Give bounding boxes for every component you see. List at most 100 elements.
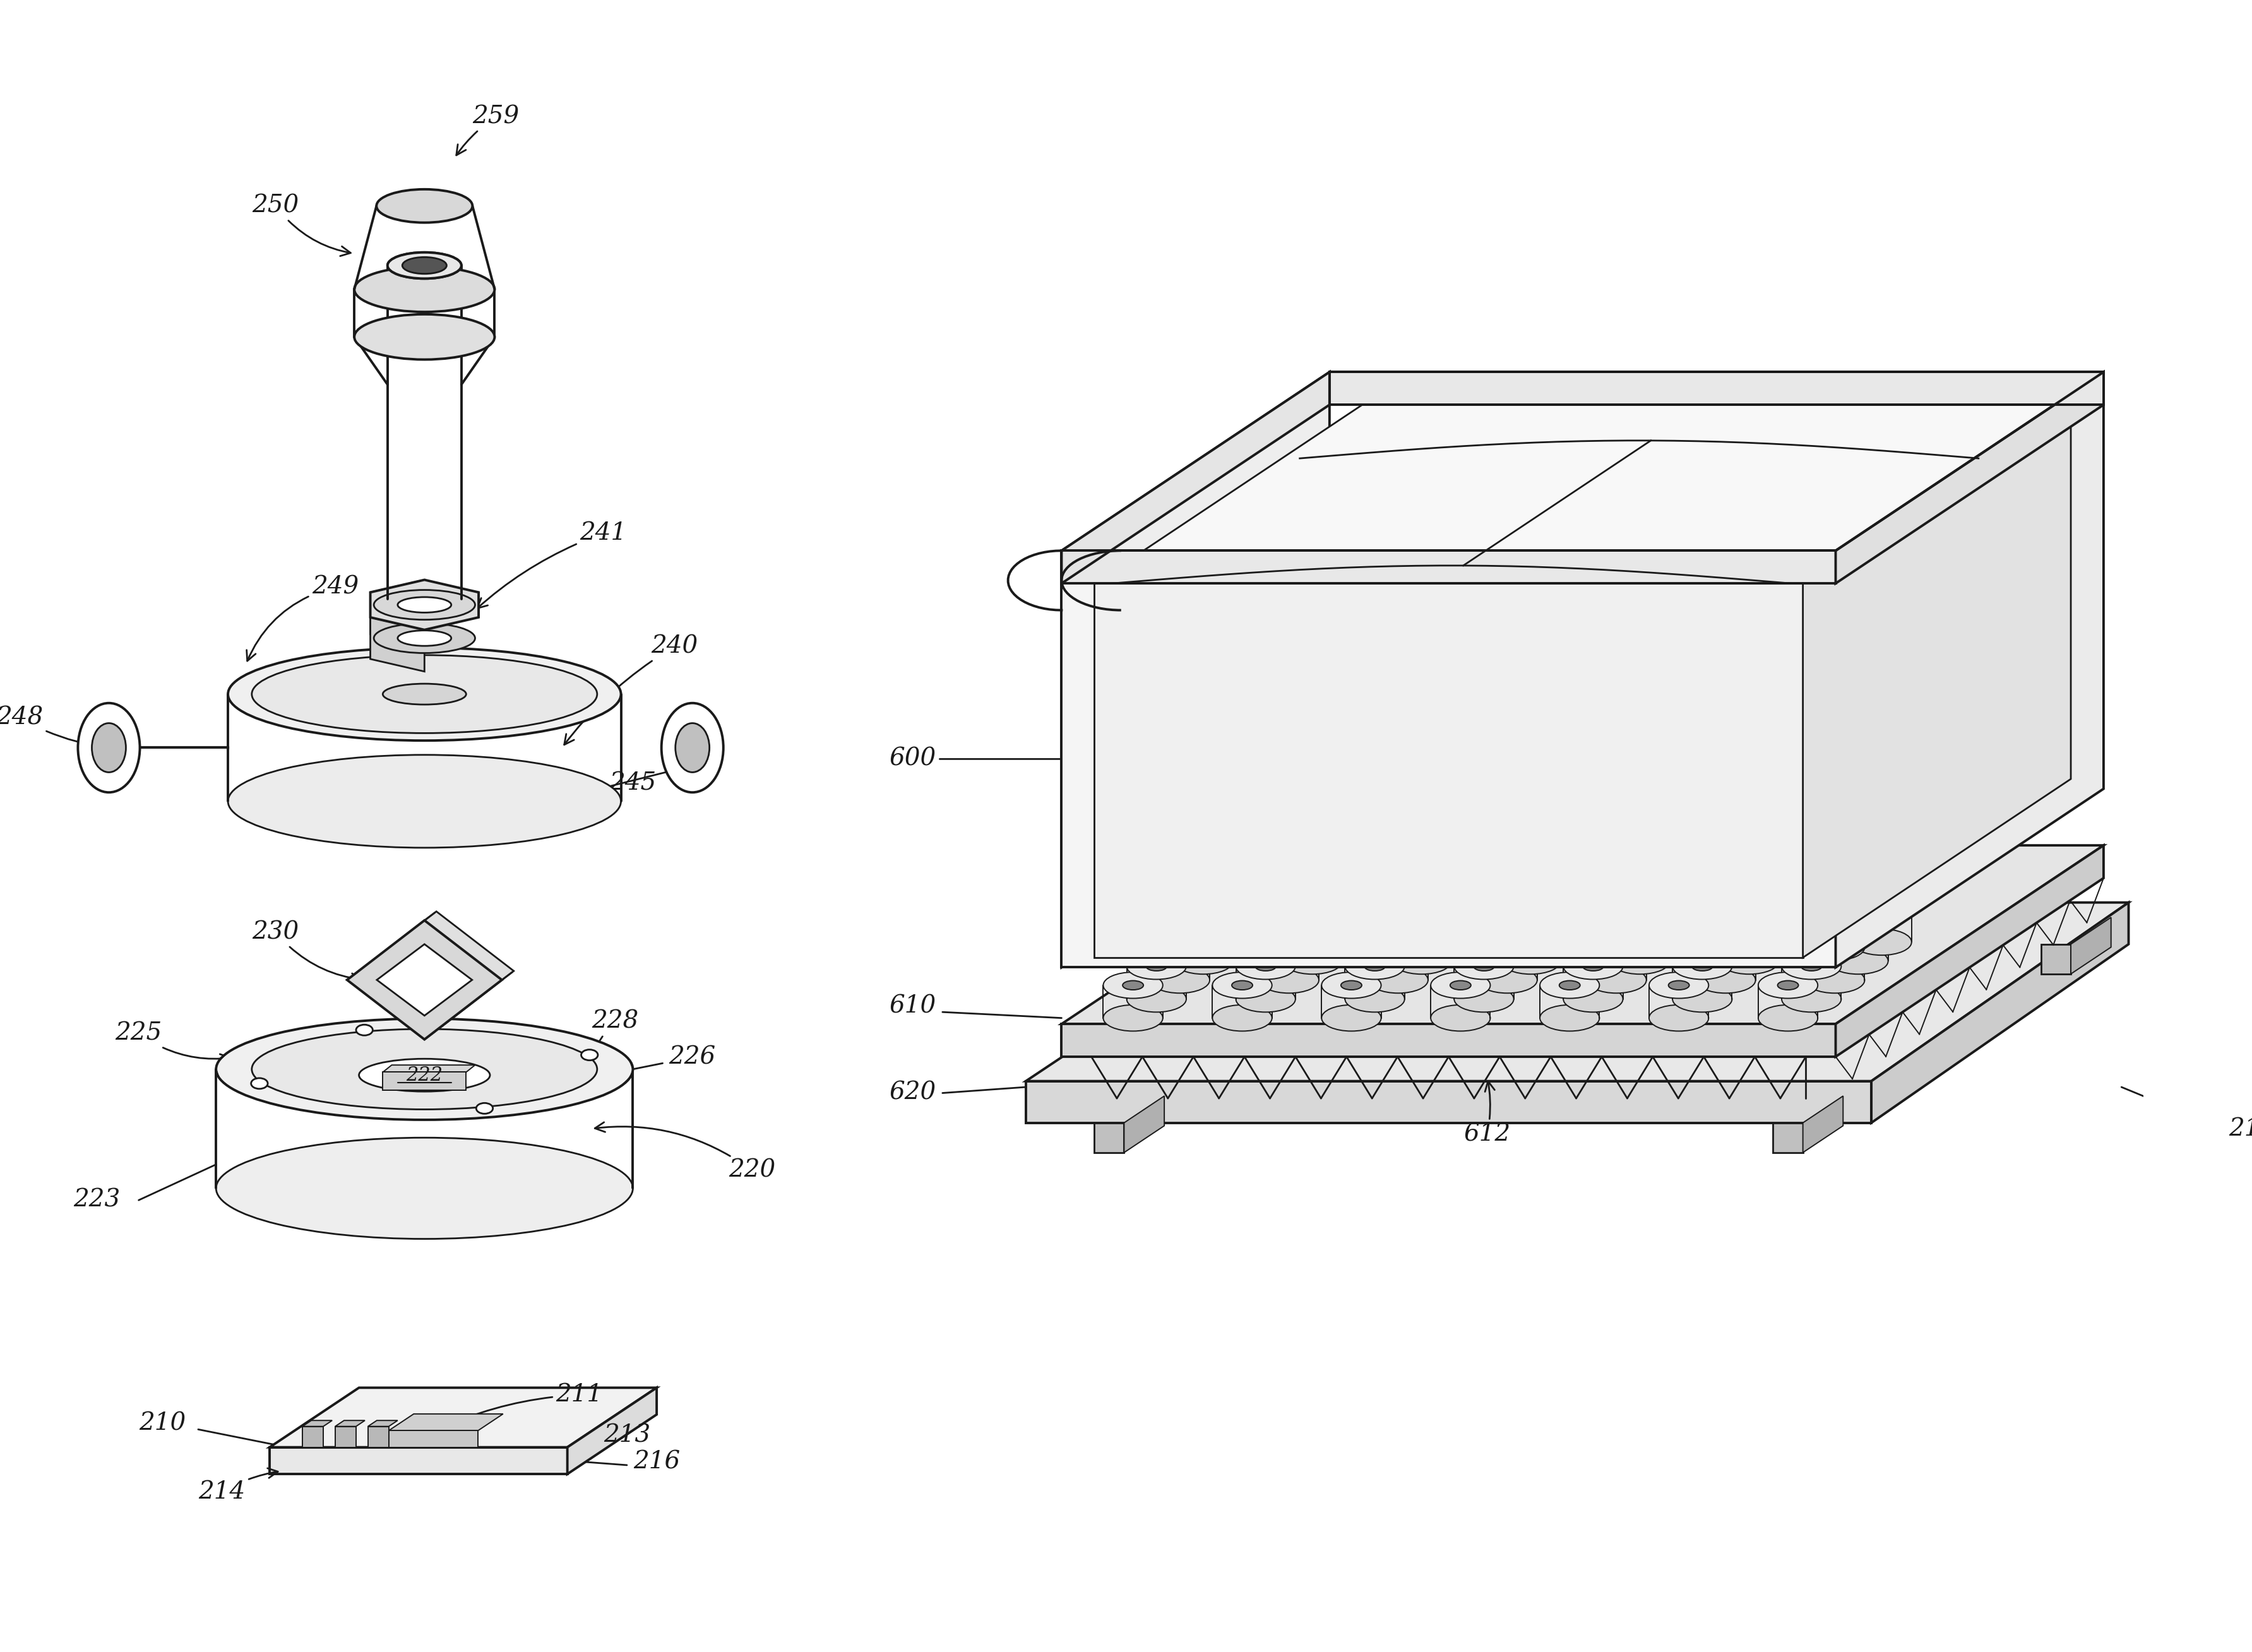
Ellipse shape [1414, 928, 1475, 955]
Polygon shape [1835, 372, 2103, 583]
Polygon shape [1061, 846, 2103, 1024]
Polygon shape [376, 945, 473, 1016]
Ellipse shape [1259, 933, 1320, 960]
Ellipse shape [1502, 915, 1561, 942]
Ellipse shape [1173, 915, 1234, 942]
Polygon shape [1871, 902, 2128, 1123]
Ellipse shape [1673, 986, 1732, 1013]
Ellipse shape [358, 1059, 491, 1092]
Text: 225: 225 [115, 1023, 230, 1064]
Ellipse shape [1477, 966, 1538, 993]
Text: 240: 240 [565, 634, 698, 745]
Ellipse shape [1322, 1004, 1380, 1031]
Polygon shape [568, 1388, 658, 1474]
Ellipse shape [1525, 928, 1583, 955]
Polygon shape [336, 1421, 365, 1426]
Ellipse shape [662, 704, 723, 793]
Ellipse shape [1653, 905, 1673, 914]
Ellipse shape [1739, 923, 1759, 933]
Ellipse shape [1103, 1004, 1162, 1031]
Text: 241: 241 [477, 522, 626, 608]
Ellipse shape [1781, 986, 1842, 1013]
Text: 620: 620 [890, 1082, 937, 1105]
Ellipse shape [250, 1079, 268, 1089]
Ellipse shape [1648, 971, 1709, 998]
Polygon shape [369, 580, 423, 634]
Text: 216: 216 [633, 1450, 680, 1474]
Polygon shape [1094, 583, 1804, 958]
Ellipse shape [1606, 943, 1626, 952]
Polygon shape [1061, 372, 1329, 583]
Text: 245: 245 [446, 694, 554, 724]
Ellipse shape [1232, 981, 1252, 990]
Polygon shape [1061, 1024, 1835, 1057]
Ellipse shape [1558, 981, 1581, 990]
Polygon shape [1061, 550, 1835, 968]
Ellipse shape [399, 631, 450, 646]
Ellipse shape [1716, 943, 1736, 952]
Ellipse shape [1473, 961, 1495, 971]
Polygon shape [1061, 372, 1329, 968]
Polygon shape [1362, 945, 1392, 975]
Ellipse shape [1588, 966, 1646, 993]
Polygon shape [1329, 372, 2103, 405]
Ellipse shape [1387, 943, 1410, 952]
Ellipse shape [1781, 953, 1842, 980]
Ellipse shape [1563, 986, 1624, 1013]
Ellipse shape [1806, 933, 1865, 960]
Ellipse shape [1306, 928, 1365, 955]
Ellipse shape [1455, 953, 1513, 980]
Ellipse shape [1610, 915, 1669, 942]
Ellipse shape [1435, 905, 1455, 914]
Ellipse shape [1721, 948, 1779, 975]
Ellipse shape [1802, 961, 1822, 971]
Ellipse shape [1146, 961, 1167, 971]
Ellipse shape [387, 253, 462, 279]
Text: 211: 211 [439, 1383, 604, 1429]
Polygon shape [347, 920, 502, 1039]
Ellipse shape [581, 1049, 597, 1061]
Ellipse shape [79, 704, 140, 793]
Ellipse shape [1430, 1004, 1491, 1031]
Ellipse shape [1369, 933, 1428, 960]
Ellipse shape [1198, 928, 1257, 955]
Polygon shape [1392, 917, 1432, 975]
Ellipse shape [387, 253, 462, 279]
Polygon shape [383, 1072, 466, 1090]
Ellipse shape [216, 1138, 633, 1239]
Text: 600: 600 [890, 747, 1074, 771]
Ellipse shape [252, 1029, 597, 1110]
Polygon shape [358, 912, 513, 1031]
Text: 223: 223 [74, 1188, 119, 1213]
Polygon shape [1804, 405, 2072, 958]
Polygon shape [270, 1388, 658, 1447]
Polygon shape [1804, 1095, 1842, 1153]
Ellipse shape [1849, 923, 1869, 933]
Ellipse shape [1236, 986, 1295, 1013]
Text: 250: 250 [252, 195, 351, 256]
Polygon shape [1094, 1123, 1124, 1153]
Polygon shape [1027, 902, 2128, 1080]
Text: 214: 214 [198, 1469, 277, 1503]
Ellipse shape [1563, 953, 1624, 980]
Ellipse shape [1829, 948, 1887, 975]
Ellipse shape [1259, 966, 1320, 993]
Ellipse shape [354, 314, 495, 360]
Ellipse shape [1216, 905, 1236, 914]
Ellipse shape [1198, 897, 1257, 922]
Polygon shape [1094, 405, 2072, 583]
Ellipse shape [1721, 915, 1779, 942]
Ellipse shape [1344, 986, 1405, 1013]
Ellipse shape [1824, 943, 1844, 952]
Ellipse shape [1829, 915, 1887, 942]
Ellipse shape [1414, 897, 1475, 922]
Ellipse shape [1851, 928, 1912, 955]
Ellipse shape [1743, 928, 1802, 955]
Ellipse shape [1151, 966, 1209, 993]
Ellipse shape [1326, 905, 1347, 914]
Polygon shape [1835, 372, 2103, 968]
Ellipse shape [1477, 933, 1538, 960]
Ellipse shape [374, 590, 475, 620]
Ellipse shape [1630, 923, 1651, 933]
Polygon shape [1027, 1080, 1871, 1123]
